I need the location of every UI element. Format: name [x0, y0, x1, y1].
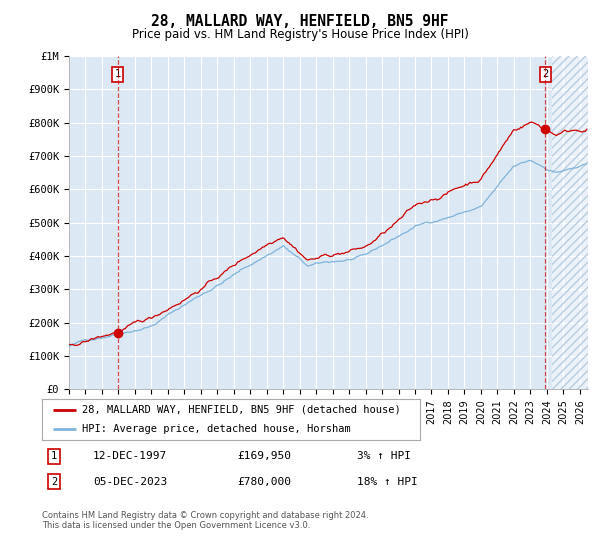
Text: 3% ↑ HPI: 3% ↑ HPI [357, 451, 411, 461]
Text: HPI: Average price, detached house, Horsham: HPI: Average price, detached house, Hors… [82, 424, 350, 434]
Text: 1: 1 [51, 451, 57, 461]
Text: £169,950: £169,950 [237, 451, 291, 461]
Text: 2: 2 [542, 69, 548, 80]
Text: 1: 1 [115, 69, 121, 80]
Text: 28, MALLARD WAY, HENFIELD, BN5 9HF (detached house): 28, MALLARD WAY, HENFIELD, BN5 9HF (deta… [82, 405, 400, 415]
Text: 18% ↑ HPI: 18% ↑ HPI [357, 477, 418, 487]
Text: Price paid vs. HM Land Registry's House Price Index (HPI): Price paid vs. HM Land Registry's House … [131, 28, 469, 41]
Text: £780,000: £780,000 [237, 477, 291, 487]
Text: Contains HM Land Registry data © Crown copyright and database right 2024.
This d: Contains HM Land Registry data © Crown c… [42, 511, 368, 530]
Text: 05-DEC-2023: 05-DEC-2023 [93, 477, 167, 487]
Text: 2: 2 [51, 477, 57, 487]
Text: 28, MALLARD WAY, HENFIELD, BN5 9HF: 28, MALLARD WAY, HENFIELD, BN5 9HF [151, 14, 449, 29]
Text: 12-DEC-1997: 12-DEC-1997 [93, 451, 167, 461]
